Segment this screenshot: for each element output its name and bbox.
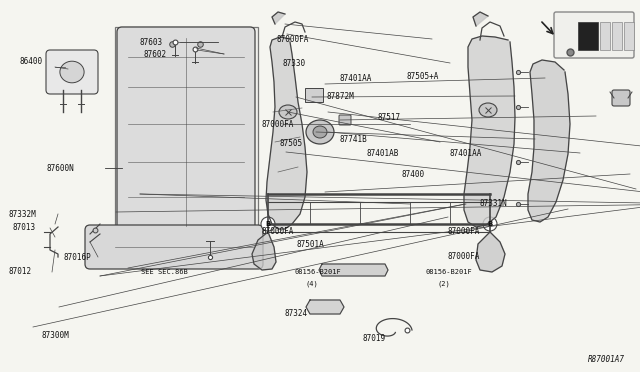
Text: 87331N: 87331N [480, 199, 508, 208]
Text: 87400: 87400 [401, 170, 424, 179]
Polygon shape [252, 232, 276, 270]
Text: B: B [266, 221, 271, 227]
Text: 87300M: 87300M [42, 331, 69, 340]
Text: SEE SEC.86B: SEE SEC.86B [141, 269, 188, 275]
Text: 87019: 87019 [362, 334, 385, 343]
FancyBboxPatch shape [339, 115, 351, 125]
FancyBboxPatch shape [117, 27, 255, 237]
Text: 87000FA: 87000FA [261, 227, 294, 236]
Text: 87000FA: 87000FA [448, 227, 481, 236]
Text: 87016P: 87016P [64, 253, 92, 262]
Ellipse shape [306, 120, 334, 144]
Circle shape [261, 217, 275, 231]
Ellipse shape [479, 103, 497, 117]
Text: 87741B: 87741B [339, 135, 367, 144]
Text: R87001A7: R87001A7 [588, 356, 625, 365]
Text: 08156-B201F: 08156-B201F [426, 269, 472, 275]
Text: 87517: 87517 [378, 113, 401, 122]
FancyBboxPatch shape [612, 90, 630, 106]
Polygon shape [528, 60, 570, 222]
Ellipse shape [313, 126, 327, 138]
Text: 87013: 87013 [13, 223, 36, 232]
FancyBboxPatch shape [46, 50, 98, 94]
FancyBboxPatch shape [85, 225, 263, 269]
Polygon shape [319, 264, 388, 276]
Polygon shape [266, 37, 307, 229]
Text: 87401AA: 87401AA [450, 149, 483, 158]
Bar [612, 22, 622, 50]
Text: 87401AB: 87401AB [367, 149, 399, 158]
Text: B: B [488, 221, 493, 227]
Ellipse shape [279, 105, 297, 119]
Circle shape [483, 217, 497, 231]
Text: 86400: 86400 [19, 57, 42, 66]
Text: 87000FA: 87000FA [276, 35, 309, 44]
Polygon shape [464, 36, 515, 227]
Text: 87330: 87330 [283, 59, 306, 68]
Text: 87505+A: 87505+A [406, 72, 439, 81]
Text: 87602: 87602 [143, 50, 166, 59]
Bar [624, 22, 634, 50]
FancyBboxPatch shape [554, 12, 634, 58]
Bar [115, 27, 258, 267]
Text: 87332M: 87332M [9, 210, 36, 219]
Text: 87505: 87505 [279, 139, 302, 148]
Polygon shape [272, 12, 285, 24]
Text: 08156-B201F: 08156-B201F [294, 269, 341, 275]
Text: 87324: 87324 [285, 309, 308, 318]
Text: 87501A: 87501A [296, 240, 324, 249]
Ellipse shape [60, 61, 84, 83]
Polygon shape [306, 300, 344, 314]
Text: 87000FA: 87000FA [261, 120, 294, 129]
Text: (4): (4) [306, 280, 319, 287]
Text: 87000FA: 87000FA [448, 252, 481, 261]
Polygon shape [476, 232, 505, 272]
Text: (2): (2) [437, 280, 450, 287]
Polygon shape [473, 12, 488, 26]
Text: 87401AA: 87401AA [340, 74, 372, 83]
Text: 87603: 87603 [140, 38, 163, 46]
Text: 87012: 87012 [9, 267, 32, 276]
Bar [578, 22, 598, 50]
Text: 87872M: 87872M [326, 92, 354, 101]
Bar [305, 88, 323, 102]
Text: 87600N: 87600N [46, 164, 74, 173]
Bar [600, 22, 610, 50]
